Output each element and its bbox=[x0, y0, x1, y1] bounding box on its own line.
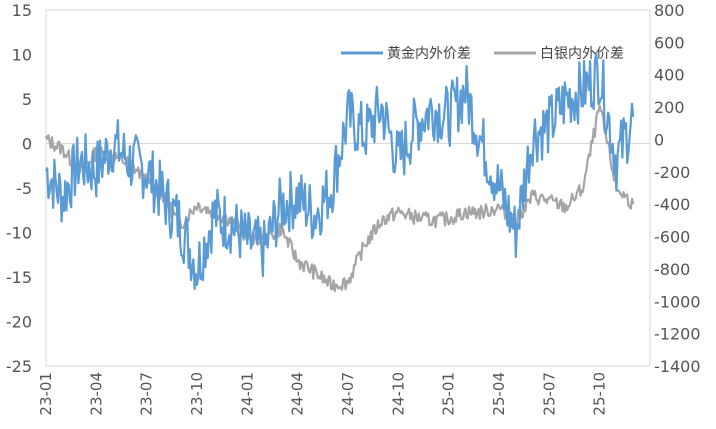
right-tick-label: 600 bbox=[654, 33, 685, 52]
right-tick-label: -600 bbox=[654, 228, 690, 247]
right-tick-label: -400 bbox=[654, 195, 690, 214]
x-tick-label: 23-10 bbox=[188, 372, 206, 416]
x-tick-label: 24-07 bbox=[339, 372, 357, 416]
right-tick-label: -800 bbox=[654, 260, 690, 279]
right-axis-ticks: 800 600 400 200 0 -200 -400 -600 -800 -1000 -1200 -… bbox=[654, 1, 701, 376]
right-tick-label: -200 bbox=[654, 163, 690, 182]
legend-label-gold: 黄金内外价差 bbox=[387, 45, 471, 62]
series-line-silver bbox=[44, 104, 635, 293]
chart-grid bbox=[45, 9, 651, 367]
x-tick-label: 25-04 bbox=[490, 372, 508, 416]
left-tick-label: -25 bbox=[6, 357, 32, 376]
x-axis-ticks: 23-01 23-04 23-07 23-10 24-01 24-04 24-07 24-10… bbox=[37, 372, 609, 416]
plot-border bbox=[45, 9, 651, 367]
legend-label-silver: 白银内外价差 bbox=[540, 46, 624, 62]
x-tick-label: 24-04 bbox=[289, 372, 307, 416]
left-tick-label: 15 bbox=[12, 1, 32, 20]
series-layer bbox=[44, 52, 635, 293]
right-tick-label: -1400 bbox=[654, 357, 701, 376]
x-tick-label: 24-01 bbox=[238, 372, 256, 416]
right-tick-label: -1200 bbox=[654, 325, 701, 344]
right-tick-label: 0 bbox=[654, 130, 664, 149]
series-line-gold bbox=[45, 52, 635, 290]
x-tick-label: 25-01 bbox=[440, 372, 458, 416]
x-tick-label: 25-07 bbox=[540, 372, 558, 416]
left-tick-label: 5 bbox=[22, 90, 32, 109]
legend: 黄金内外价差 白银内外价差 bbox=[341, 45, 624, 62]
left-axis-ticks: 15 10 5 0 -5 -10 -15 -20 -25 bbox=[6, 1, 32, 376]
left-tick-label: 0 bbox=[22, 135, 32, 154]
x-tick-label: 24-10 bbox=[389, 372, 407, 416]
right-tick-label: -1000 bbox=[654, 292, 701, 311]
left-tick-label: -20 bbox=[6, 313, 32, 332]
x-tick-label: 23-04 bbox=[87, 372, 105, 416]
left-tick-label: -5 bbox=[16, 179, 32, 198]
x-tick-label: 23-01 bbox=[37, 372, 55, 416]
left-tick-label: -15 bbox=[6, 268, 32, 287]
x-tick-label: 23-07 bbox=[138, 372, 156, 416]
x-tick-label: 25-10 bbox=[591, 372, 609, 416]
right-tick-label: 200 bbox=[654, 98, 685, 117]
right-tick-label: 400 bbox=[654, 66, 685, 85]
left-tick-label: 10 bbox=[12, 46, 32, 65]
left-tick-label: -10 bbox=[6, 224, 32, 243]
right-tick-label: 800 bbox=[654, 1, 685, 20]
